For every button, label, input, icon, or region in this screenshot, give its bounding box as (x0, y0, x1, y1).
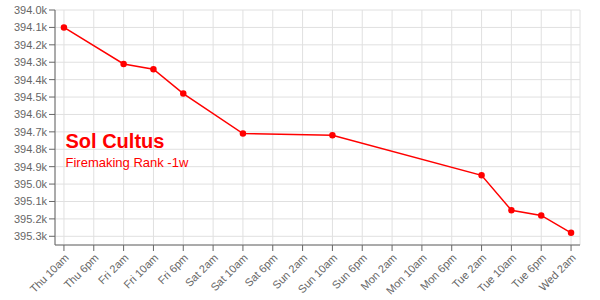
svg-text:Mon 10am: Mon 10am (384, 251, 429, 296)
svg-text:394.7k: 394.7k (14, 126, 48, 138)
svg-text:Tue 10am: Tue 10am (475, 251, 518, 294)
svg-text:Thu 6pm: Thu 6pm (62, 251, 101, 290)
svg-text:395.1k: 395.1k (14, 195, 48, 207)
svg-text:394.0k: 394.0k (14, 4, 48, 16)
svg-text:Sat 10am: Sat 10am (208, 251, 250, 293)
svg-text:394.3k: 394.3k (14, 56, 48, 68)
svg-text:Thu 10am: Thu 10am (27, 251, 71, 295)
svg-text:Mon 6pm: Mon 6pm (418, 251, 459, 292)
svg-text:Fri 2am: Fri 2am (95, 251, 131, 287)
svg-text:Sun 10am: Sun 10am (295, 251, 339, 295)
html-text:Sol Cultus: Sol Cultus (65, 129, 165, 152)
svg-text:Sun 2am: Sun 2am (269, 251, 310, 292)
svg-text:394.9k: 394.9k (14, 161, 48, 173)
svg-text:Sun 6pm: Sun 6pm (329, 251, 370, 292)
svg-text:394.8k: 394.8k (14, 143, 48, 155)
svg-text:395.0k: 395.0k (14, 178, 48, 190)
svg-text:394.6k: 394.6k (14, 108, 48, 120)
svg-text:394.5k: 394.5k (14, 91, 48, 103)
svg-text:Wed 2am: Wed 2am (536, 251, 578, 293)
svg-text:394.2k: 394.2k (14, 39, 48, 51)
svg-text:Fri 6pm: Fri 6pm (155, 251, 191, 287)
svg-text:395.2k: 395.2k (14, 213, 48, 225)
svg-text:Sat 2am: Sat 2am (182, 251, 220, 289)
svg-text:Tue 2am: Tue 2am (449, 251, 489, 291)
html-text:Firemaking Rank -1w: Firemaking Rank -1w (65, 154, 189, 170)
svg-text:Mon 2am: Mon 2am (358, 251, 399, 293)
svg-text:395.3k: 395.3k (14, 230, 48, 242)
svg-text:394.4k: 394.4k (14, 74, 48, 86)
svg-text:394.1k: 394.1k (14, 21, 48, 33)
svg-text:Sat 6pm: Sat 6pm (242, 251, 280, 289)
svg-text:Fri 10am: Fri 10am (121, 251, 160, 290)
svg-text:Tue 6pm: Tue 6pm (509, 251, 549, 291)
